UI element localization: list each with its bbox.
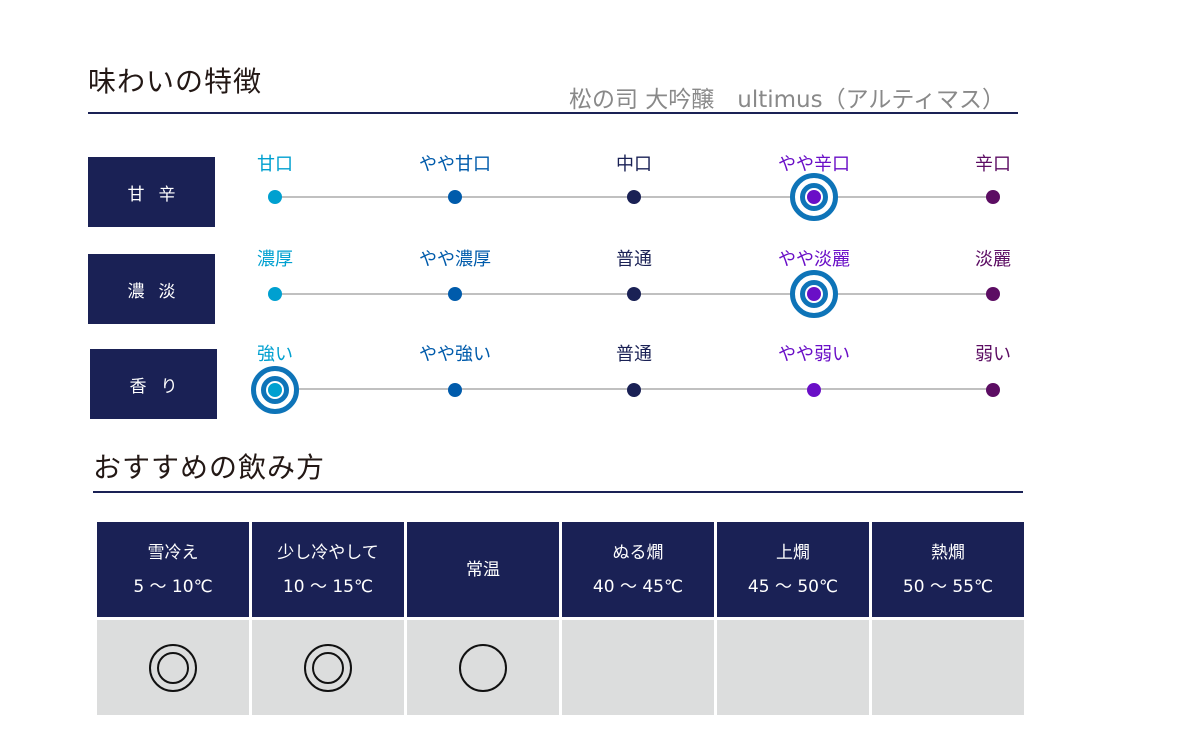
serving-cell [407,620,559,715]
serving-temp: 45 ～ 50℃ [747,576,839,597]
stop-label: 甘口 [257,154,293,175]
scale-dot [627,383,641,397]
scale-dot [448,287,462,301]
serving-name: 熱燗 [931,542,965,563]
serving-name: 常温 [466,559,500,580]
scale-dot [986,383,1000,397]
stop-label: 辛口 [975,154,1011,175]
stop-label: やや弱い [778,344,850,365]
scale-dot [448,383,462,397]
scale-dot [986,190,1000,204]
serving-header-joukan: 上燗 45 ～ 50℃ [717,522,869,617]
stop-label: やや強い [419,344,491,365]
scale-dot [448,190,462,204]
serving-header-jouon: 常温 [407,522,559,617]
serving-name: 上燗 [776,542,810,563]
stop-label: 強い [257,344,293,365]
serving-title-divider [93,491,1023,493]
stop-label: 弱い [975,344,1011,365]
stop-label: 普通 [616,344,652,365]
stop-label: 淡麗 [975,249,1011,270]
row-label-sweet-dry: 甘辛 [88,157,215,227]
serving-cell [252,620,404,715]
serving-cell [717,620,869,715]
taste-title-divider [88,112,1018,114]
serving-temp: 10 ～ 15℃ [282,576,374,597]
serving-name: ぬる燗 [612,542,664,563]
selected-marker-icon [790,270,838,318]
serving-temp: 5 ～ 10℃ [133,576,213,597]
scale-dot [627,287,641,301]
serving-temp: 40 ～ 45℃ [592,576,684,597]
serving-cell [97,620,249,715]
serving-header-yukibie: 雪冷え 5 ～ 10℃ [97,522,249,617]
selected-marker-icon [251,366,299,414]
serving-table: 雪冷え 5 ～ 10℃ 少し冷やして 10 ～ 15℃ 常温 ぬる燗 40 ～ … [97,522,1024,715]
stop-label: やや辛口 [778,154,850,175]
taste-section-title: 味わいの特徴 [88,65,263,98]
row-label-rich-light: 濃淡 [88,254,215,324]
stop-label: 中口 [616,154,652,175]
product-name: 松の司 大吟醸 ultimus（アルティマス） [568,87,1005,113]
stop-label: 普通 [616,249,652,270]
scale-dot [268,190,282,204]
serving-cell [872,620,1024,715]
scale-dot [268,287,282,301]
serving-header-nurukan: ぬる燗 40 ～ 45℃ [562,522,714,617]
serving-name: 雪冷え [147,542,199,563]
double-circle-icon [149,643,197,692]
double-circle-icon [304,643,352,692]
serving-name: 少し冷やして [277,542,379,563]
selected-marker-icon [790,173,838,221]
serving-cell [562,620,714,715]
serving-header-atsukan: 熱燗 50 ～ 55℃ [872,522,1024,617]
stop-label: やや甘口 [419,154,491,175]
scale-dot [986,287,1000,301]
serving-section-title: おすすめの飲み方 [93,451,326,484]
serving-header-sukoshi-hiyashite: 少し冷やして 10 ～ 15℃ [252,522,404,617]
circle-icon [459,643,507,692]
stop-label: 濃厚 [257,249,293,270]
serving-temp: 50 ～ 55℃ [902,576,994,597]
stop-label: やや淡麗 [778,249,850,270]
stop-label: やや濃厚 [419,249,491,270]
scale-dot [627,190,641,204]
scale-dot [807,383,821,397]
row-label-aroma: 香り [90,349,217,419]
